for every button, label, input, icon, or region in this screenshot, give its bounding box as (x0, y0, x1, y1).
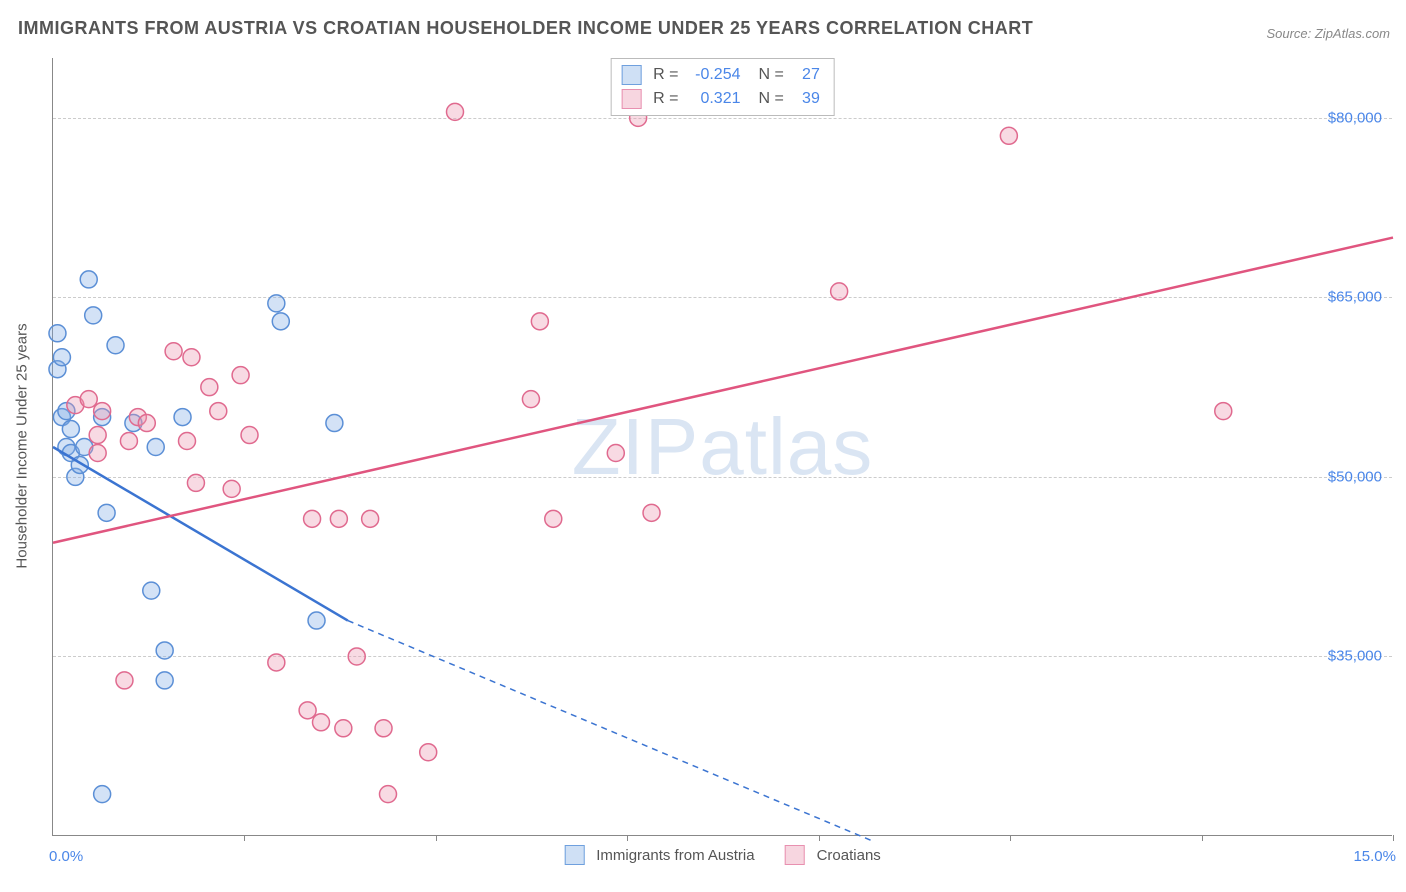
data-point-austria (53, 349, 70, 366)
data-point-croatians (531, 313, 548, 330)
data-point-croatians (223, 480, 240, 497)
data-point-austria (143, 582, 160, 599)
data-point-austria (94, 786, 111, 803)
data-point-austria (49, 325, 66, 342)
swatch-austria (621, 65, 641, 85)
legend-swatch-croatians (785, 845, 805, 865)
data-point-croatians (831, 283, 848, 300)
y-axis-title: Householder Income Under 25 years (14, 323, 31, 568)
data-point-croatians (187, 474, 204, 491)
trend-line-austria-ext (348, 621, 875, 842)
data-point-austria (85, 307, 102, 324)
data-point-croatians (304, 510, 321, 527)
data-point-austria (272, 313, 289, 330)
legend-label-austria: Immigrants from Austria (596, 847, 754, 864)
data-point-austria (107, 337, 124, 354)
data-point-croatians (210, 403, 227, 420)
data-point-croatians (643, 504, 660, 521)
data-point-croatians (447, 103, 464, 120)
data-point-croatians (420, 744, 437, 761)
bottom-legend: Immigrants from Austria Croatians (564, 845, 881, 865)
data-point-croatians (313, 714, 330, 731)
data-point-croatians (183, 349, 200, 366)
stat-n-label: N = (759, 87, 784, 111)
x-axis-max-label: 15.0% (1353, 848, 1396, 865)
plot-area: ZIPatlas $35,000$50,000$65,000$80,000 R … (52, 58, 1392, 836)
stat-n-label: N = (759, 63, 784, 87)
data-point-croatians (362, 510, 379, 527)
trend-line-croatians (53, 238, 1393, 543)
data-point-croatians (138, 415, 155, 432)
data-point-croatians (1215, 403, 1232, 420)
data-point-austria (308, 612, 325, 629)
stats-row-croatians: R = 0.321 N = 39 (621, 87, 820, 111)
stat-r-label: R = (653, 63, 678, 87)
data-point-croatians (335, 720, 352, 737)
data-point-croatians (299, 702, 316, 719)
x-tick (1393, 835, 1394, 841)
x-tick (1010, 835, 1011, 841)
data-point-croatians (89, 444, 106, 461)
data-point-austria (80, 271, 97, 288)
data-point-croatians (80, 391, 97, 408)
legend-item-croatians: Croatians (785, 845, 881, 865)
legend-label-croatians: Croatians (817, 847, 881, 864)
chart-title: IMMIGRANTS FROM AUSTRIA VS CROATIAN HOUS… (18, 18, 1033, 39)
data-point-austria (326, 415, 343, 432)
x-tick (244, 835, 245, 841)
data-point-croatians (1000, 127, 1017, 144)
data-point-croatians (89, 427, 106, 444)
stat-n-value-croatians: 39 (792, 87, 820, 111)
data-point-croatians (375, 720, 392, 737)
legend-item-austria: Immigrants from Austria (564, 845, 754, 865)
data-point-croatians (241, 427, 258, 444)
data-point-austria (268, 295, 285, 312)
data-point-croatians (201, 379, 218, 396)
data-point-croatians (179, 433, 196, 450)
x-tick (627, 835, 628, 841)
data-point-austria (156, 642, 173, 659)
data-point-croatians (120, 433, 137, 450)
correlation-stats-box: R = -0.254 N = 27 R = 0.321 N = 39 (610, 58, 835, 116)
data-point-croatians (545, 510, 562, 527)
data-point-croatians (380, 786, 397, 803)
scatter-plot-svg (53, 58, 1392, 835)
data-point-croatians (607, 444, 624, 461)
stat-r-value-croatians: 0.321 (687, 87, 741, 111)
data-point-croatians (268, 654, 285, 671)
x-tick (1202, 835, 1203, 841)
x-tick (436, 835, 437, 841)
swatch-croatians (621, 89, 641, 109)
x-axis-min-label: 0.0% (49, 848, 83, 865)
data-point-austria (62, 421, 79, 438)
source-attribution: Source: ZipAtlas.com (1266, 26, 1390, 41)
data-point-croatians (116, 672, 133, 689)
stat-n-value-austria: 27 (792, 63, 820, 87)
data-point-croatians (348, 648, 365, 665)
data-point-croatians (165, 343, 182, 360)
stat-r-label: R = (653, 87, 678, 111)
data-point-austria (156, 672, 173, 689)
data-point-croatians (94, 403, 111, 420)
x-tick (819, 835, 820, 841)
stats-row-austria: R = -0.254 N = 27 (621, 63, 820, 87)
stat-r-value-austria: -0.254 (687, 63, 741, 87)
data-point-croatians (330, 510, 347, 527)
data-point-austria (98, 504, 115, 521)
data-point-croatians (232, 367, 249, 384)
data-point-croatians (522, 391, 539, 408)
data-point-austria (147, 439, 164, 456)
data-point-austria (174, 409, 191, 426)
legend-swatch-austria (564, 845, 584, 865)
